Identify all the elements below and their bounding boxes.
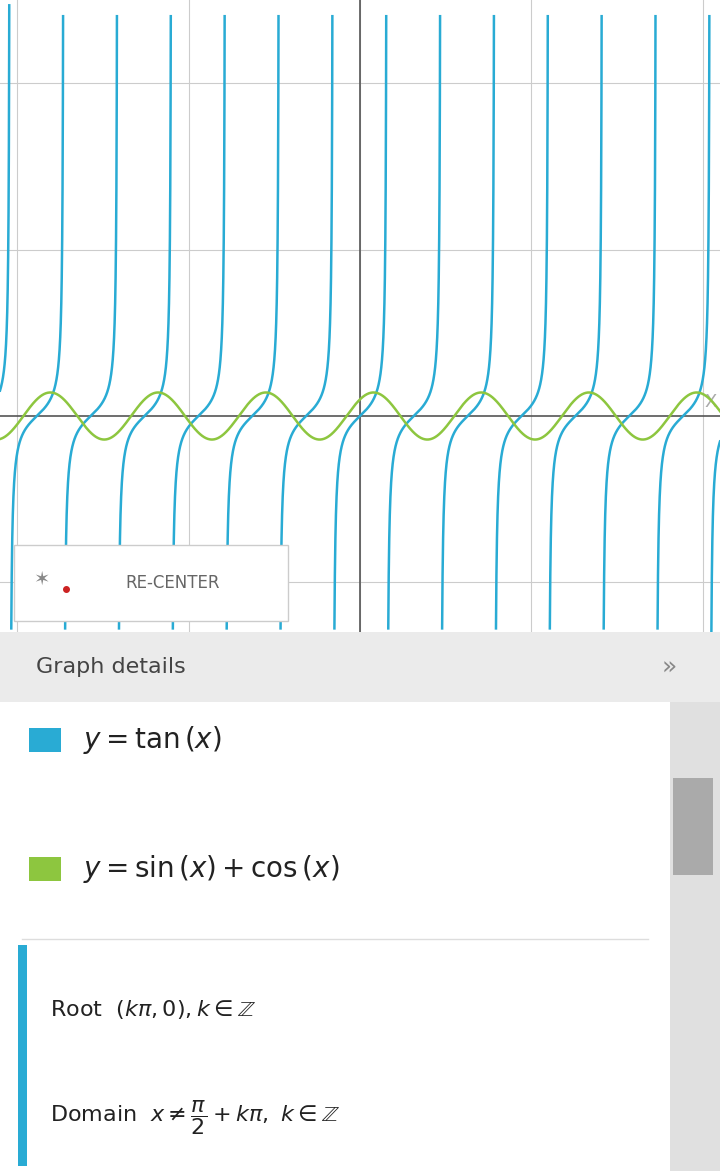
Text: $y = \tan\left(x\right)$: $y = \tan\left(x\right)$ [83,724,222,756]
Bar [673,778,713,875]
Text: Domain  $x \neq \dfrac{\pi}{2} + k\pi,\ k \in \mathbb{Z}$: Domain $x \neq \dfrac{\pi}{2} + k\pi,\ k… [50,1097,340,1137]
Bar [29,857,61,882]
Text: RE-CENTER: RE-CENTER [126,574,220,591]
Text: Graph details: Graph details [36,657,186,677]
Bar [0,703,720,1171]
Text: $y = \sin\left(x\right) + \cos\left(x\right)$: $y = \sin\left(x\right) + \cos\left(x\ri… [83,854,339,885]
Text: »: » [662,656,678,679]
Bar [670,703,720,1171]
Text: X: X [704,393,716,411]
Bar [0,632,720,703]
Text: Root  $\left(k\pi, 0\right), k \in \mathbb{Z}$: Root $\left(k\pi, 0\right), k \in \mathb… [50,998,256,1021]
Bar [29,728,61,752]
Text: ✶: ✶ [34,569,50,588]
FancyBboxPatch shape [14,545,288,621]
Bar [18,945,27,1165]
